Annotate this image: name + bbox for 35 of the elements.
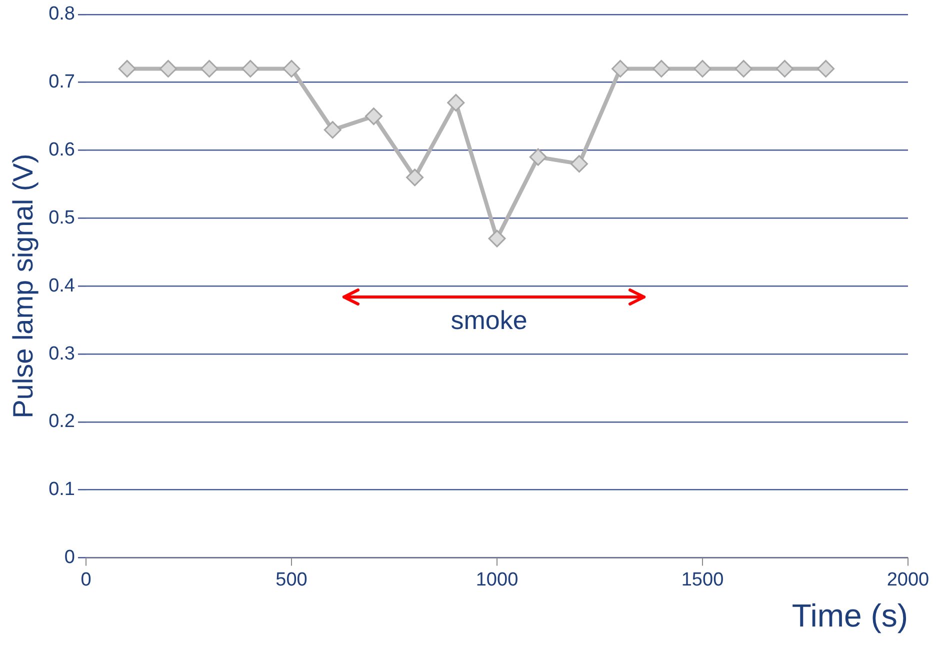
x-tick-label: 1000: [476, 569, 518, 590]
point: [159, 60, 177, 78]
point: [734, 60, 752, 78]
point: [364, 108, 382, 126]
x-tick-label: 2000: [886, 569, 930, 590]
point: [694, 60, 712, 78]
point: [570, 155, 588, 173]
y-tick-label: 0.4: [48, 275, 76, 296]
point: [406, 168, 424, 186]
y-tick-label: 0.7: [48, 72, 76, 93]
y-tick-label: 0.1: [48, 479, 76, 500]
point: [242, 60, 260, 78]
point: [817, 60, 835, 78]
point: [612, 60, 630, 78]
point: [282, 60, 300, 78]
point: [488, 230, 506, 248]
x-axis-title: Time (s): [792, 598, 908, 634]
point: [324, 121, 342, 139]
point: [652, 60, 670, 78]
y-tick-label: 0.3: [48, 343, 76, 364]
annotation: smoke: [450, 305, 528, 336]
y-tick-label: 0: [64, 547, 76, 568]
point: [447, 94, 465, 112]
x-tick-label: 0: [80, 569, 92, 590]
y-tick-label: 0.6: [48, 139, 76, 160]
y-tick-label: 0.5: [48, 207, 76, 228]
point: [118, 60, 136, 78]
x-tick-label: 500: [276, 569, 308, 590]
point: [529, 148, 547, 166]
point: [776, 60, 794, 78]
x-tick-label: 1500: [681, 569, 724, 590]
y-tick-label: 0.2: [48, 411, 76, 432]
y-tick-label: 0.8: [48, 4, 76, 25]
point: [200, 60, 218, 78]
y-axis-title: Pulse lamp signal (V): [8, 154, 39, 418]
